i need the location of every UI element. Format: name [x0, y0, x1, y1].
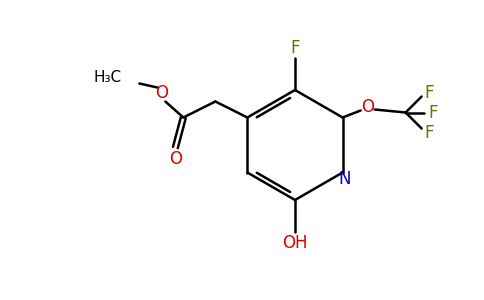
Text: O: O [155, 85, 168, 103]
Text: F: F [290, 39, 300, 57]
Text: F: F [424, 83, 433, 101]
Text: N: N [338, 169, 351, 188]
Text: O: O [361, 98, 374, 116]
Text: H₃C: H₃C [93, 70, 121, 85]
Text: O: O [169, 151, 182, 169]
Text: F: F [424, 124, 433, 142]
Text: OH: OH [282, 234, 308, 252]
Text: F: F [428, 103, 438, 122]
